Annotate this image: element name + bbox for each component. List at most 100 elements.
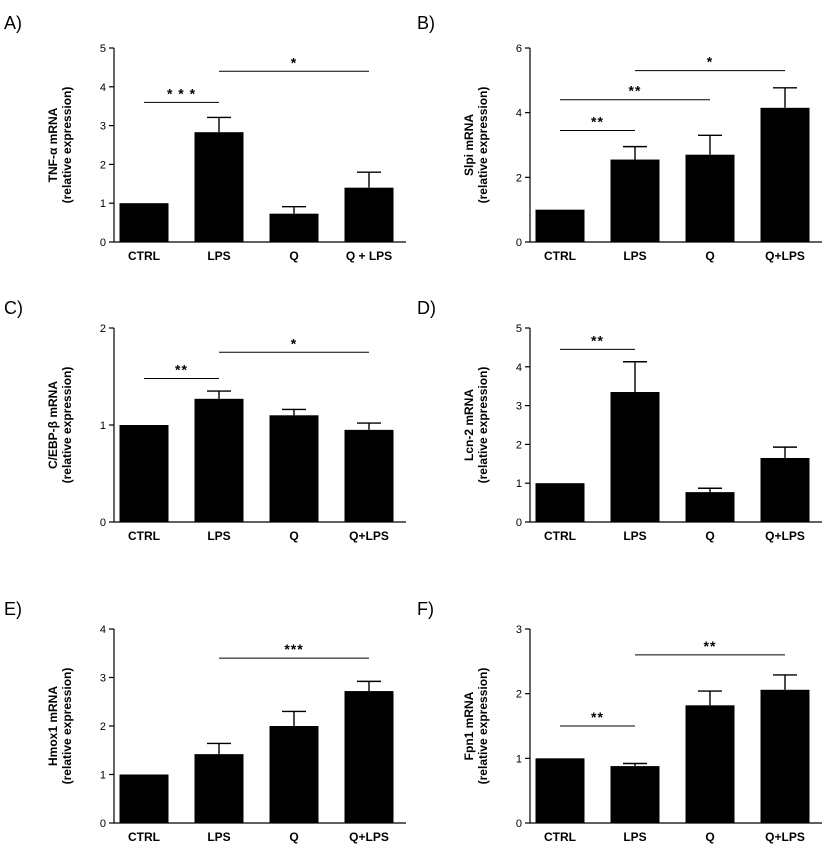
significance-label: *** bbox=[284, 641, 303, 657]
x-category-label: CTRL bbox=[128, 529, 160, 543]
bar-q-lps bbox=[760, 457, 810, 522]
y-tick-label: 4 bbox=[100, 82, 106, 94]
y-tick-label: 1 bbox=[100, 420, 106, 432]
y-tick-label: 2 bbox=[100, 721, 106, 733]
y-axis-label-units: (relative expression) bbox=[60, 87, 74, 204]
x-category-label: LPS bbox=[207, 529, 230, 543]
bar-lps bbox=[610, 766, 660, 823]
bar-q bbox=[269, 415, 319, 522]
bar-q bbox=[685, 492, 735, 522]
significance-label: ** bbox=[591, 113, 604, 129]
x-category-label: Q bbox=[289, 249, 298, 263]
y-tick-label: 4 bbox=[516, 108, 522, 120]
panel-letter: B) bbox=[417, 13, 435, 33]
significance-label: ** bbox=[591, 709, 604, 725]
x-category-label: CTRL bbox=[544, 830, 576, 844]
y-tick-label: 2 bbox=[516, 439, 522, 451]
bar-q-lps bbox=[344, 429, 394, 522]
bar-q-lps bbox=[344, 691, 394, 823]
x-category-label: Q+LPS bbox=[765, 249, 805, 263]
y-axis-label-units: (relative expression) bbox=[60, 367, 74, 484]
y-axis-label: C/EBP-β mRNA bbox=[46, 381, 60, 469]
chart-panel-c: C) C/EBP-β mRNA (relative expression) 0 1 2 CT… bbox=[4, 298, 406, 543]
x-category-label: LPS bbox=[623, 249, 646, 263]
x-category-label: CTRL bbox=[544, 529, 576, 543]
x-category-label: Q bbox=[705, 249, 714, 263]
y-tick-label: 0 bbox=[516, 237, 522, 249]
y-axis-label: Fpn1 mRNA bbox=[462, 691, 476, 760]
x-category-label: CTRL bbox=[128, 249, 160, 263]
bar-q-lps bbox=[760, 689, 810, 823]
y-tick-label: 4 bbox=[100, 624, 106, 636]
y-tick-label: 4 bbox=[516, 362, 522, 374]
bar-q-lps bbox=[344, 187, 394, 242]
y-tick-label: 0 bbox=[100, 237, 106, 249]
x-category-label: Q+LPS bbox=[349, 529, 389, 543]
y-tick-label: 6 bbox=[516, 43, 522, 55]
y-tick-label: 3 bbox=[100, 673, 106, 685]
y-axis-label-units: (relative expression) bbox=[476, 668, 490, 785]
y-tick-label: 5 bbox=[100, 43, 106, 55]
x-category-label: Q + LPS bbox=[346, 249, 392, 263]
y-tick-label: 0 bbox=[516, 818, 522, 830]
x-category-label: LPS bbox=[207, 830, 230, 844]
x-category-label: Q bbox=[289, 529, 298, 543]
panel-letter: D) bbox=[417, 298, 436, 318]
x-category-label: LPS bbox=[623, 529, 646, 543]
chart-panel-f: F) Fpn1 mRNA (relative expression) 0 1 2 3 CTRL… bbox=[417, 599, 822, 844]
panel-letter: A) bbox=[4, 13, 22, 33]
bar-lps bbox=[194, 398, 244, 522]
y-tick-label: 2 bbox=[516, 172, 522, 184]
y-axis-label-units: (relative expression) bbox=[60, 668, 74, 785]
y-tick-label: 3 bbox=[516, 624, 522, 636]
y-axis-label: Hmox1 mRNA bbox=[46, 686, 60, 766]
panel-letter: E) bbox=[4, 599, 22, 619]
y-axis-label: TNF-α mRNA bbox=[46, 107, 60, 182]
y-tick-label: 5 bbox=[516, 323, 522, 335]
y-tick-label: 2 bbox=[100, 159, 106, 171]
significance-label: * bbox=[707, 54, 713, 70]
significance-label: * bbox=[291, 335, 297, 351]
bar-lps bbox=[610, 392, 660, 522]
x-category-label: Q+LPS bbox=[765, 830, 805, 844]
x-category-label: Q bbox=[705, 529, 714, 543]
x-category-label: Q+LPS bbox=[765, 529, 805, 543]
y-tick-label: 2 bbox=[100, 323, 106, 335]
y-tick-label: 1 bbox=[100, 198, 106, 210]
y-tick-label: 1 bbox=[516, 478, 522, 490]
x-category-label: Q+LPS bbox=[349, 830, 389, 844]
bar-q bbox=[269, 726, 319, 823]
x-category-label: CTRL bbox=[544, 249, 576, 263]
chart-panel-e: E) Hmox1 mRNA (relative expression) 0 1 2 3 4 CT… bbox=[4, 599, 406, 844]
bar-q-lps bbox=[760, 107, 810, 242]
significance-label: ** bbox=[175, 361, 188, 377]
bar-ctrl bbox=[535, 758, 585, 823]
bar-ctrl bbox=[119, 425, 169, 522]
y-axis-label-units: (relative expression) bbox=[476, 367, 490, 484]
x-category-label: CTRL bbox=[128, 830, 160, 844]
y-tick-label: 3 bbox=[516, 401, 522, 413]
y-axis-label-units: (relative expression) bbox=[476, 87, 490, 204]
y-tick-label: 3 bbox=[100, 121, 106, 133]
y-tick-label: 1 bbox=[516, 753, 522, 765]
bar-q bbox=[269, 213, 319, 242]
bar-lps bbox=[194, 754, 244, 823]
x-category-label: LPS bbox=[623, 830, 646, 844]
panel-letter: F) bbox=[417, 599, 434, 619]
panel-letter: C) bbox=[4, 298, 23, 318]
significance-label: * bbox=[291, 54, 297, 70]
y-tick-label: 0 bbox=[100, 818, 106, 830]
bar-ctrl bbox=[535, 209, 585, 242]
significance-label: ** bbox=[591, 332, 604, 348]
y-tick-label: 1 bbox=[100, 770, 106, 782]
bar-ctrl bbox=[535, 483, 585, 522]
y-axis-label: Slpi mRNA bbox=[462, 114, 476, 176]
chart-panel-b: B) Slpi mRNA (relative expression) 0 2 4 6 CTRL… bbox=[417, 13, 822, 263]
bar-ctrl bbox=[119, 203, 169, 242]
significance-label: ** bbox=[629, 83, 642, 99]
y-axis-label: Lcn-2 mRNA bbox=[462, 389, 476, 461]
bar-lps bbox=[194, 132, 244, 242]
chart-panel-a: A) TNF-α mRNA (relative expression) 0 1 2 3 4 5 C… bbox=[4, 13, 406, 263]
significance-label: ** bbox=[704, 638, 717, 654]
